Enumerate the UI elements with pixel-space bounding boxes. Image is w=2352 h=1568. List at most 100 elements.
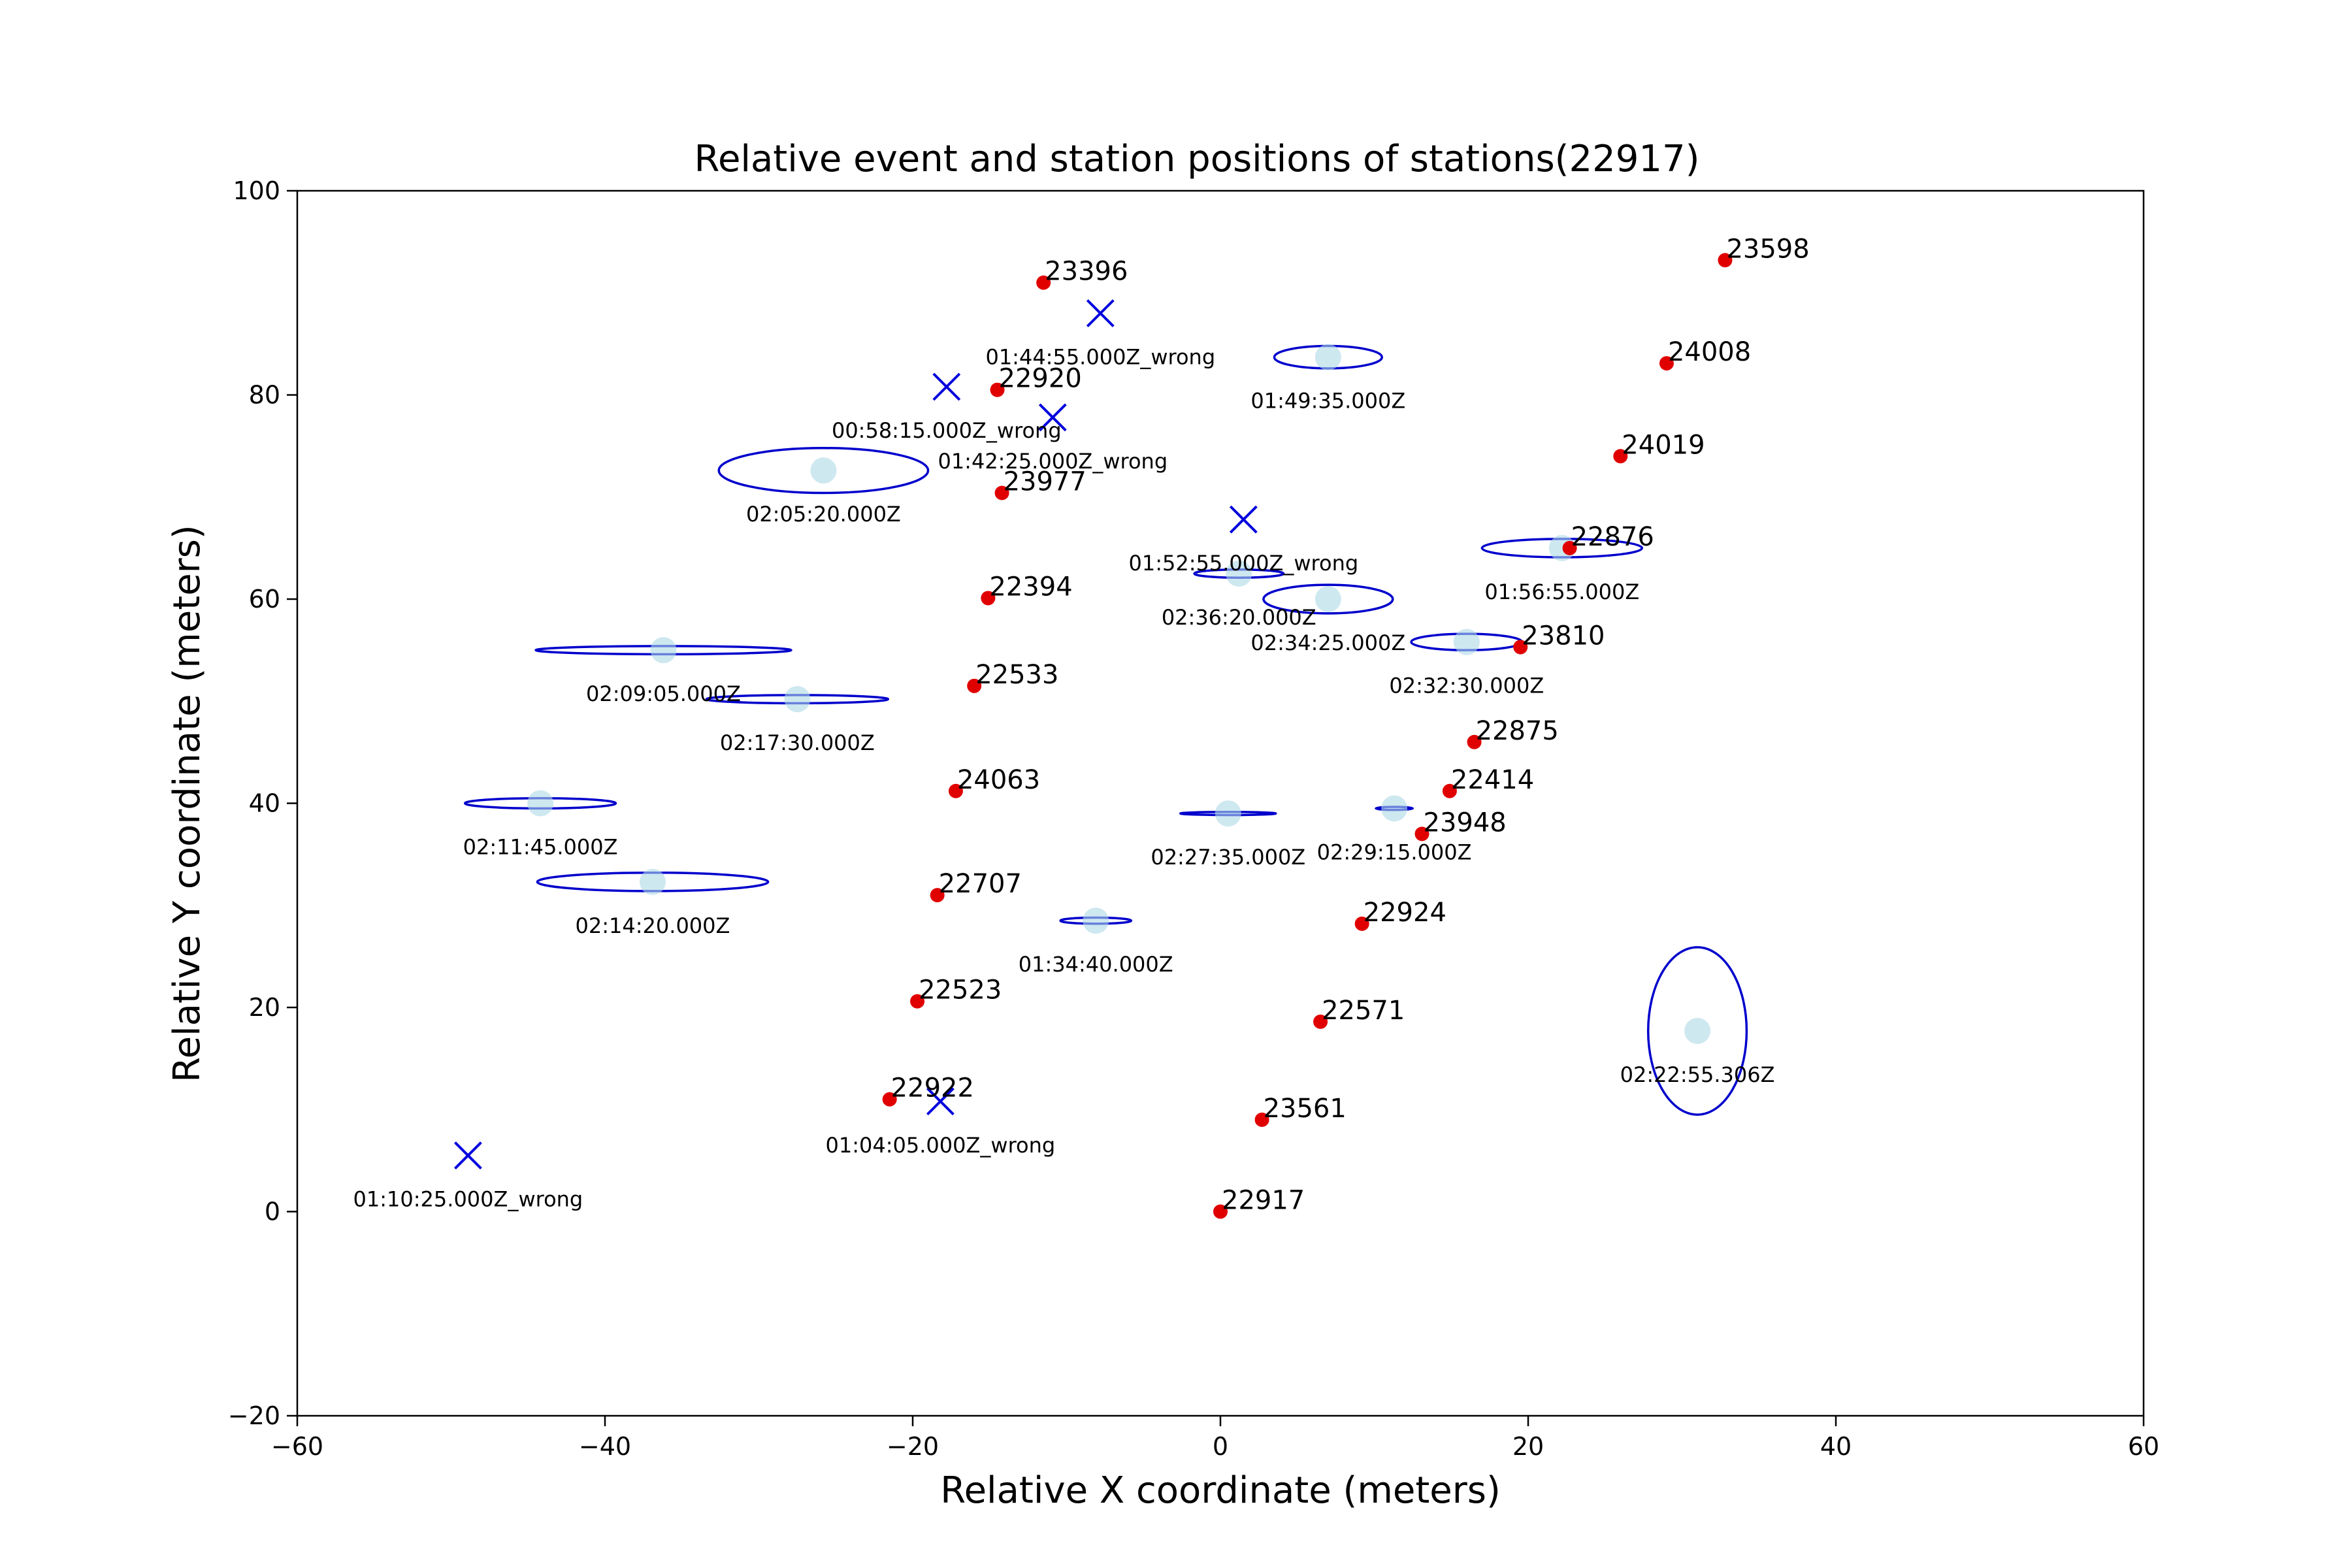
station-point — [1036, 275, 1051, 290]
station-label: 23977 — [1004, 467, 1086, 497]
event-label: 01:34:40.000Z — [1019, 952, 1173, 977]
station-label: 22571 — [1322, 996, 1405, 1026]
station-label: 23561 — [1264, 1094, 1347, 1124]
event-point — [1083, 907, 1109, 934]
station-point — [994, 485, 1009, 500]
station-label: 22875 — [1476, 716, 1559, 746]
x-tick-label: −60 — [271, 1432, 323, 1461]
wrong-event-marker — [1038, 403, 1067, 432]
event-point — [810, 457, 837, 484]
x-tick-label: 20 — [1512, 1432, 1544, 1461]
y-tick-label: 80 — [249, 381, 280, 410]
wrong-event-label: 01:52:55.000Z_wrong — [1128, 551, 1358, 576]
event-label: 02:17:30.000Z — [720, 730, 875, 755]
event-point — [1684, 1017, 1711, 1044]
station-point — [1613, 449, 1628, 464]
event-label: 02:14:20.000Z — [576, 913, 730, 938]
station-label: 22414 — [1451, 765, 1534, 795]
station-label: 22394 — [989, 572, 1072, 602]
station-label: 24008 — [1668, 337, 1751, 367]
y-axis: −20 0 20 40 60 80 100 — [228, 176, 297, 1430]
wrong-event-marker — [1229, 505, 1258, 534]
point-labels: 01:49:35.000Z 02:05:20.000Z 01:56:55.000Z 0… — [353, 234, 1810, 1215]
station-point — [1442, 783, 1457, 798]
station-point — [1354, 916, 1369, 931]
wrong-event-marker — [932, 372, 961, 401]
event-point — [650, 637, 677, 664]
station-label: 23598 — [1726, 234, 1809, 264]
station-label: 22876 — [1571, 522, 1654, 552]
event-point — [527, 790, 554, 817]
x-tick-label: 60 — [2128, 1432, 2159, 1461]
event-label: 02:05:20.000Z — [746, 502, 901, 527]
wrong-event-markers — [453, 299, 1258, 1169]
event-label: 02:29:15.000Z — [1317, 840, 1472, 864]
station-point — [1313, 1014, 1328, 1029]
station-label: 23396 — [1045, 257, 1128, 287]
event-point — [1226, 560, 1252, 587]
uncertainty-ellipse — [1646, 946, 1748, 1116]
station-label: 24063 — [957, 765, 1040, 795]
y-tick-label: −20 — [228, 1401, 280, 1430]
x-tick-label: 0 — [1213, 1432, 1228, 1461]
uncertainty-ellipse — [1262, 583, 1394, 615]
x-tick-label: −20 — [887, 1432, 939, 1461]
event-point — [1381, 795, 1408, 822]
event-label: 02:11:45.000Z — [463, 835, 618, 860]
event-label: 01:56:55.000Z — [1484, 580, 1639, 604]
wrong-event-marker — [1086, 299, 1115, 327]
y-tick-label: 60 — [249, 585, 280, 613]
station-label: 24019 — [1622, 430, 1705, 460]
station-point — [990, 382, 1005, 397]
y-axis-label: Relative Y coordinate (meters) — [166, 525, 208, 1082]
event-point — [1315, 586, 1341, 612]
station-point — [967, 678, 982, 693]
station-point — [1513, 640, 1528, 655]
event-label: 02:09:05.000Z — [586, 681, 741, 706]
station-point — [1213, 1204, 1228, 1219]
wrong-event-label: 01:44:55.000Z_wrong — [985, 345, 1215, 370]
y-tick-label: 40 — [249, 789, 280, 818]
wrong-event-label: 01:42:25.000Z_wrong — [938, 449, 1168, 474]
station-label: 22924 — [1364, 898, 1446, 928]
station-label: 22533 — [975, 660, 1058, 690]
x-axis-label: Relative X coordinate (meters) — [940, 1469, 1501, 1512]
station-point — [910, 994, 925, 1009]
station-label: 22920 — [999, 364, 1082, 394]
station-label: 22707 — [939, 869, 1022, 899]
station-point — [981, 591, 996, 606]
station-point — [1718, 253, 1733, 268]
station-point — [948, 783, 963, 798]
station-point — [1467, 734, 1482, 749]
x-tick-label: −40 — [579, 1432, 631, 1461]
y-tick-label: 100 — [233, 176, 280, 205]
wrong-event-marker — [926, 1087, 955, 1116]
wrong-event-label: 00:58:15.000Z_wrong — [832, 418, 1062, 443]
station-point — [1414, 826, 1429, 841]
station-points — [882, 253, 1733, 1219]
event-label: 02:22:55.306Z — [1620, 1062, 1775, 1087]
uncertainty-ellipse — [717, 447, 930, 495]
station-label: 22917 — [1222, 1186, 1305, 1216]
event-label: 02:36:20.000Z — [1162, 605, 1316, 630]
event-label: 02:34:25.000Z — [1250, 630, 1405, 655]
y-tick-label: 0 — [265, 1198, 280, 1226]
event-label: 01:49:35.000Z — [1250, 389, 1405, 414]
station-label: 22523 — [919, 975, 1002, 1005]
station-label: 23948 — [1424, 808, 1507, 838]
station-label: 22922 — [891, 1073, 974, 1103]
wrong-event-marker — [453, 1141, 482, 1169]
wrong-event-label: 01:10:25.000Z_wrong — [353, 1187, 583, 1212]
event-point — [1315, 344, 1341, 370]
station-label: 23810 — [1522, 621, 1605, 651]
wrong-event-label: 01:04:05.000Z_wrong — [826, 1133, 1056, 1158]
station-point — [1659, 356, 1674, 371]
chart-title: Relative event and station positions of … — [694, 138, 1700, 180]
event-point — [1453, 629, 1480, 655]
event-label: 02:32:30.000Z — [1389, 674, 1544, 698]
event-point — [784, 686, 811, 713]
station-point — [930, 888, 945, 903]
station-point — [1254, 1112, 1269, 1127]
y-tick-label: 20 — [249, 993, 280, 1022]
